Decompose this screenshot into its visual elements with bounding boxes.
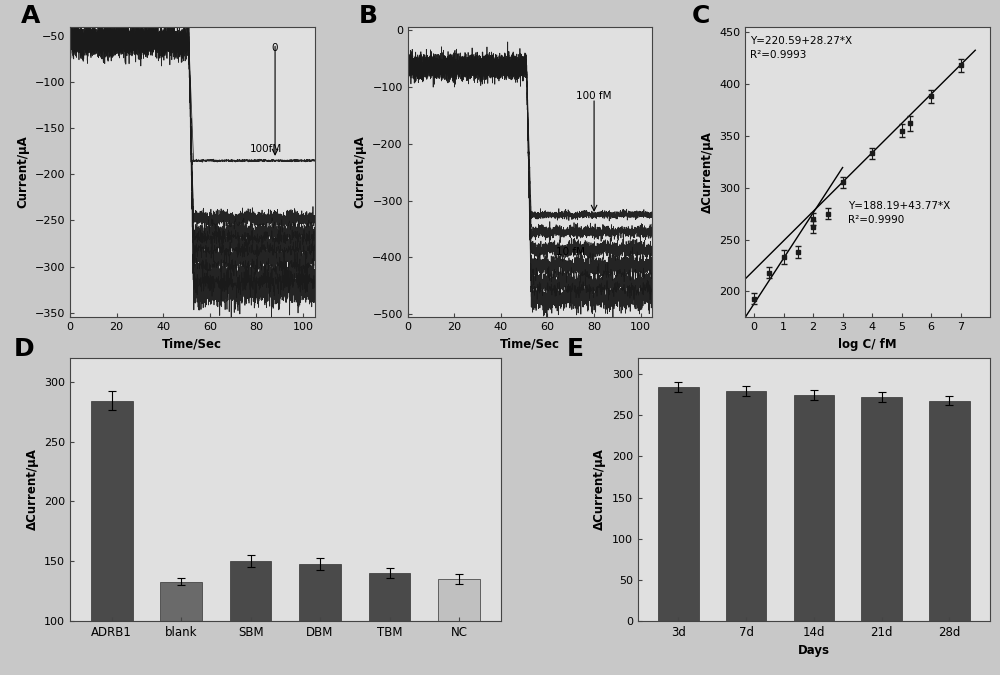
- Bar: [91, 401, 133, 675]
- Bar: [861, 397, 902, 621]
- Y-axis label: ΔCurrent/μA: ΔCurrent/μA: [593, 448, 606, 531]
- Bar: [794, 395, 834, 621]
- Bar: [658, 387, 699, 621]
- Y-axis label: Current/μA: Current/μA: [16, 136, 29, 209]
- Text: 100fM: 100fM: [250, 144, 282, 154]
- Bar: [299, 564, 341, 675]
- Bar: [160, 582, 202, 675]
- Text: Y=220.59+28.27*X
R²=0.9993: Y=220.59+28.27*X R²=0.9993: [750, 36, 852, 59]
- X-axis label: log C/ fM: log C/ fM: [838, 338, 897, 351]
- Text: C: C: [691, 4, 710, 28]
- X-axis label: Days: Days: [798, 645, 830, 657]
- Y-axis label: ΔCurrent/μA: ΔCurrent/μA: [25, 448, 38, 531]
- Text: D: D: [14, 337, 35, 360]
- Text: 10 fM: 10 fM: [556, 247, 585, 256]
- Text: 100 fM: 100 fM: [576, 91, 612, 101]
- Text: 0: 0: [272, 43, 278, 53]
- Bar: [230, 561, 271, 675]
- Text: B: B: [359, 4, 378, 28]
- Text: E: E: [567, 337, 584, 360]
- Bar: [369, 573, 410, 675]
- Text: Y=188.19+43.77*X
R²=0.9990: Y=188.19+43.77*X R²=0.9990: [848, 201, 950, 225]
- Bar: [438, 579, 480, 675]
- Bar: [929, 400, 970, 621]
- Bar: [726, 391, 766, 621]
- Y-axis label: ΔCurrent/μA: ΔCurrent/μA: [701, 131, 714, 213]
- X-axis label: Time/Sec: Time/Sec: [500, 338, 560, 351]
- Text: A: A: [21, 4, 40, 28]
- Y-axis label: Current/μA: Current/μA: [354, 136, 367, 209]
- X-axis label: Time/Sec: Time/Sec: [162, 338, 222, 351]
